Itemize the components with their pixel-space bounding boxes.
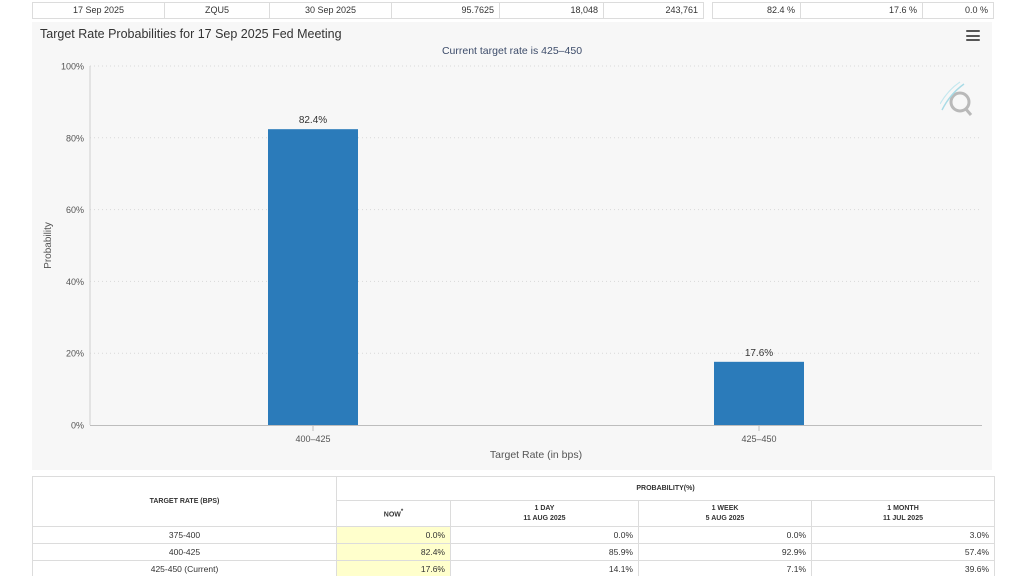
probability-table: TARGET RATE (BPS) PROBABILITY(%) NOW* 1 … — [32, 476, 996, 576]
hamburger-menu-icon[interactable] — [966, 30, 980, 42]
table-row: 375-400 0.0% 0.0% 0.0% 3.0% — [32, 526, 996, 544]
target-rate-header: TARGET RATE (BPS) — [32, 476, 337, 527]
contract-code-cell: ZQU5 — [165, 3, 270, 18]
table-row: 400-425 82.4% 85.9% 92.9% 57.4% — [32, 543, 996, 561]
meeting-summary-row: 17 Sep 2025 ZQU5 30 Sep 2025 95.7625 18,… — [32, 2, 994, 19]
y-tick-label: 40% — [66, 277, 84, 287]
bar-400–425 — [268, 129, 358, 425]
y-tick-label: 0% — [71, 421, 84, 431]
now-cell: 17.6% — [336, 560, 451, 576]
probability-chart: 0% 20% 40% 60% 80% 100% 82.4% 400–425 17.6% 425–4… — [43, 62, 982, 461]
probability-header: PROBABILITY(%) — [335, 476, 996, 501]
now-cell: 82.4% — [336, 543, 451, 561]
volume-cell: 18,048 — [500, 3, 604, 18]
rate-cell: 400-425 — [32, 543, 337, 561]
one-month-cell: 57.4% — [810, 543, 996, 561]
one-month-column-header: 1 MONTH 11 JUL 2025 — [810, 500, 996, 527]
rate-cell: 375-400 — [32, 526, 337, 544]
prob-ease-cell: 82.4 % — [713, 3, 801, 18]
bar-425–450 — [714, 361, 804, 425]
table-row: 425-450 (Current) 17.6% 14.1% 7.1% 39.6% — [32, 560, 996, 576]
one-month-cell: 3.0% — [810, 526, 996, 544]
rate-cell: 425-450 (Current) — [32, 560, 337, 576]
x-tick-label: 425–450 — [741, 434, 776, 444]
price-cell: 95.7625 — [392, 3, 500, 18]
one-week-cell: 92.9% — [638, 543, 812, 561]
meeting-date-cell: 17 Sep 2025 — [33, 3, 165, 18]
prob-hike-cell: 0.0 % — [964, 5, 988, 15]
x-axis-title: Target Rate (in bps) — [490, 449, 582, 461]
y-tick-label: 80% — [66, 133, 84, 143]
one-week-cell: 0.0% — [638, 526, 812, 544]
contract-info-group: 17 Sep 2025 ZQU5 30 Sep 2025 95.7625 18,… — [32, 2, 704, 19]
one-day-cell: 85.9% — [450, 543, 639, 561]
chart-title: Target Rate Probabilities for 17 Sep 202… — [40, 27, 342, 41]
y-axis-title: Probability — [43, 222, 54, 269]
data-label: 17.6% — [745, 348, 773, 359]
open-interest-cell: 243,761 — [665, 5, 698, 15]
y-tick-label: 60% — [66, 205, 84, 215]
expiry-date-cell: 30 Sep 2025 — [270, 3, 392, 18]
y-tick-label: 20% — [66, 349, 84, 359]
now-column-header: NOW* — [336, 500, 451, 527]
one-week-column-header: 1 WEEK 5 AUG 2025 — [638, 500, 812, 527]
one-day-cell: 0.0% — [450, 526, 639, 544]
data-label: 82.4% — [299, 115, 327, 126]
probability-chart-panel: 0% 20% 40% 60% 80% 100% 82.4% 400–425 17.6% 425–4… — [32, 22, 992, 470]
y-tick-label: 100% — [61, 62, 84, 72]
one-month-cell: 39.6% — [810, 560, 996, 576]
chart-subtitle: Current target rate is 425–450 — [441, 45, 583, 57]
one-day-cell: 14.1% — [450, 560, 639, 576]
now-cell: 0.0% — [336, 526, 451, 544]
q-logo-icon — [940, 81, 973, 116]
probability-summary-group: 82.4 % 17.6 % 0.0 % — [712, 2, 994, 19]
one-day-column-header: 1 DAY 11 AUG 2025 — [450, 500, 639, 527]
prob-hold-cell: 17.6 % — [801, 3, 923, 18]
x-tick-label: 400–425 — [295, 434, 330, 444]
one-week-cell: 7.1% — [638, 560, 812, 576]
